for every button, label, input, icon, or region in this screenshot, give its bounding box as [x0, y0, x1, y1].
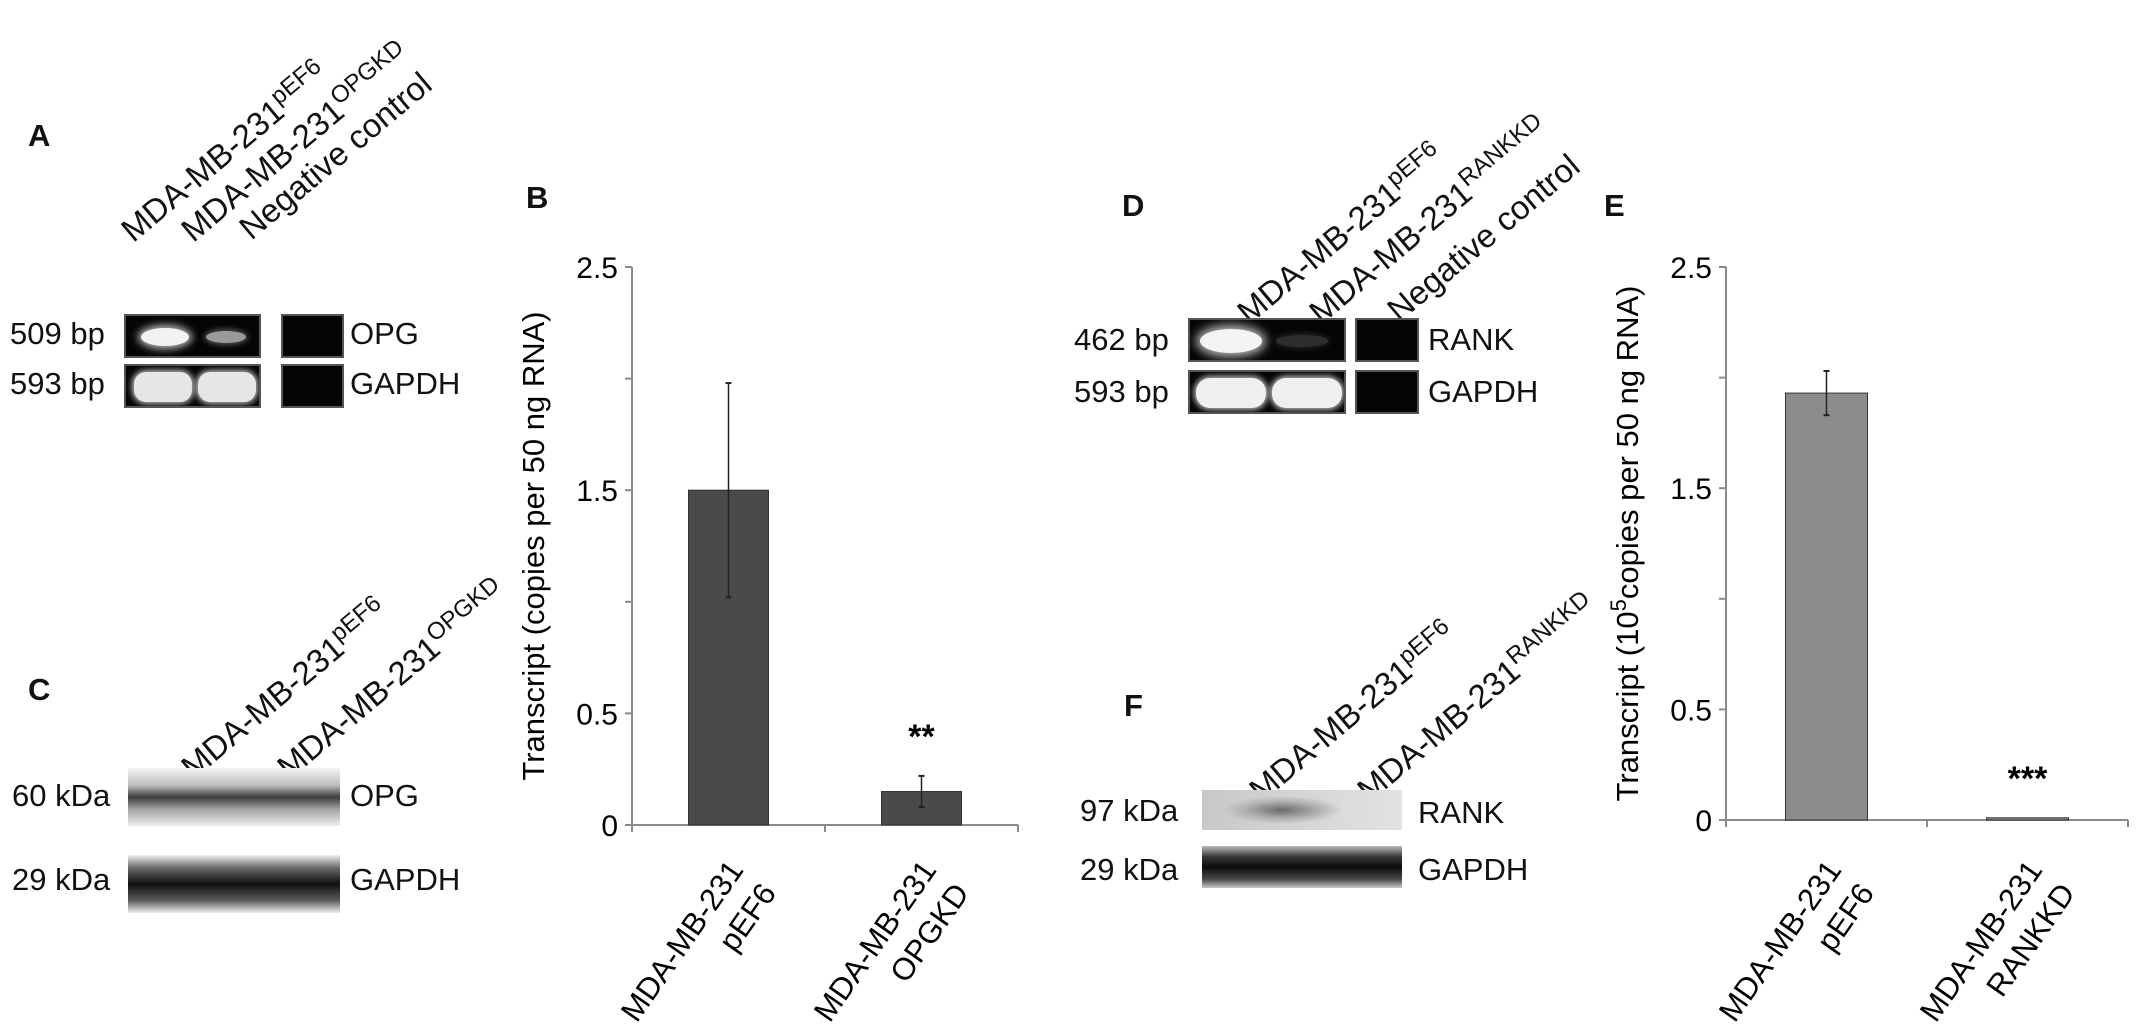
panel-a-label: A — [28, 118, 51, 153]
panel-d-label: D — [1122, 188, 1145, 223]
panel-a-gene-1: OPG — [350, 316, 419, 351]
y-tick-label: 0 — [1695, 805, 1712, 838]
significance-marker: ** — [908, 718, 935, 756]
y-tick-label: 1.5 — [576, 475, 618, 508]
y-tick-label: 0.5 — [576, 698, 618, 731]
panel-d-gene-2: GAPDH — [1428, 374, 1539, 409]
gel-band — [206, 331, 246, 343]
panel-a-gel-opg-neg — [281, 314, 344, 358]
panel-c-gene-1: OPG — [350, 778, 419, 813]
gel-band — [1200, 329, 1262, 353]
y-axis-label-sup: 5 — [1606, 599, 1631, 611]
panel-c-gene-2: GAPDH — [350, 862, 461, 897]
gel-band — [198, 372, 256, 402]
panel-d-size-2: 593 bp — [1074, 374, 1169, 409]
chart-e: Transcript (105copies per 50 ng RNA) 0 0.5… — [1606, 252, 2129, 1030]
panel-c-blot-opg — [128, 768, 340, 826]
y-tick-label: 1.5 — [1670, 473, 1712, 506]
y-tick-label: 2.5 — [1670, 252, 1712, 285]
panel-e-label: E — [1604, 188, 1625, 223]
panel-c-size-1: 60 kDa — [12, 778, 111, 813]
y-tick-label: 0 — [601, 810, 618, 843]
gel-band — [134, 372, 192, 402]
x-category-label: MDA-MB-231pEF6 — [614, 854, 783, 1030]
panel-c-label: C — [28, 672, 51, 707]
y-axis-label-rest: copies per 50 ng RNA) — [1610, 286, 1645, 600]
panel-f-blot-gapdh — [1202, 846, 1402, 888]
panel-a-gel-opg — [124, 314, 261, 358]
gel-band — [141, 328, 189, 346]
x-category-label: MDA-MB-231pEF6 — [1712, 854, 1881, 1030]
x-category-label: MDA-MB-231RANKKD — [1913, 854, 2082, 1030]
gel-band — [1196, 378, 1266, 408]
panel-f-size-2: 29 kDa — [1080, 852, 1179, 887]
panel-d-gel-gapdh — [1188, 370, 1346, 414]
panel-a-size-2: 593 bp — [10, 366, 105, 401]
panel-f-gene-2: GAPDH — [1418, 852, 1529, 887]
panel-c-blot-gapdh — [128, 855, 340, 913]
y-tick-label: 0.5 — [1670, 694, 1712, 727]
panel-a-gene-2: GAPDH — [350, 366, 461, 401]
y-tick-label: 2.5 — [576, 252, 618, 285]
y-axis-label: Transcript (105copies per 50 ng RNA) — [1606, 286, 1645, 802]
bar — [1986, 817, 2069, 821]
panel-b-label: B — [526, 180, 549, 215]
panel-d-gene-1: RANK — [1428, 322, 1515, 357]
panel-d-gel-rank-neg — [1355, 318, 1419, 362]
panel-f-label: F — [1124, 688, 1143, 723]
gel-band — [1276, 335, 1328, 347]
panel-a-size-1: 509 bp — [10, 316, 105, 351]
panel-f-size-1: 97 kDa — [1080, 793, 1179, 828]
panel-d-gel-rank — [1188, 318, 1346, 362]
panel-a-gel-gapdh-neg — [281, 364, 344, 408]
panel-d-size-1: 462 bp — [1074, 322, 1169, 357]
panel-c-size-2: 29 kDa — [12, 862, 111, 897]
chart-b: Transcript (copies per 50 ng RNA) 0 0.5 1.5… — [516, 252, 1019, 1030]
gel-band — [1272, 378, 1342, 408]
x-category-label: MDA-MB-231OPGKD — [807, 854, 976, 1030]
panel-f-blot-rank — [1202, 790, 1402, 830]
panel-f-gene-1: RANK — [1418, 795, 1505, 830]
panel-d-gel-gapdh-neg — [1355, 370, 1419, 414]
significance-marker: *** — [2008, 760, 2048, 798]
panel-a-gel-gapdh — [124, 364, 261, 408]
y-axis-label: Transcript (copies per 50 ng RNA) — [516, 311, 551, 780]
bar — [1785, 392, 1868, 821]
